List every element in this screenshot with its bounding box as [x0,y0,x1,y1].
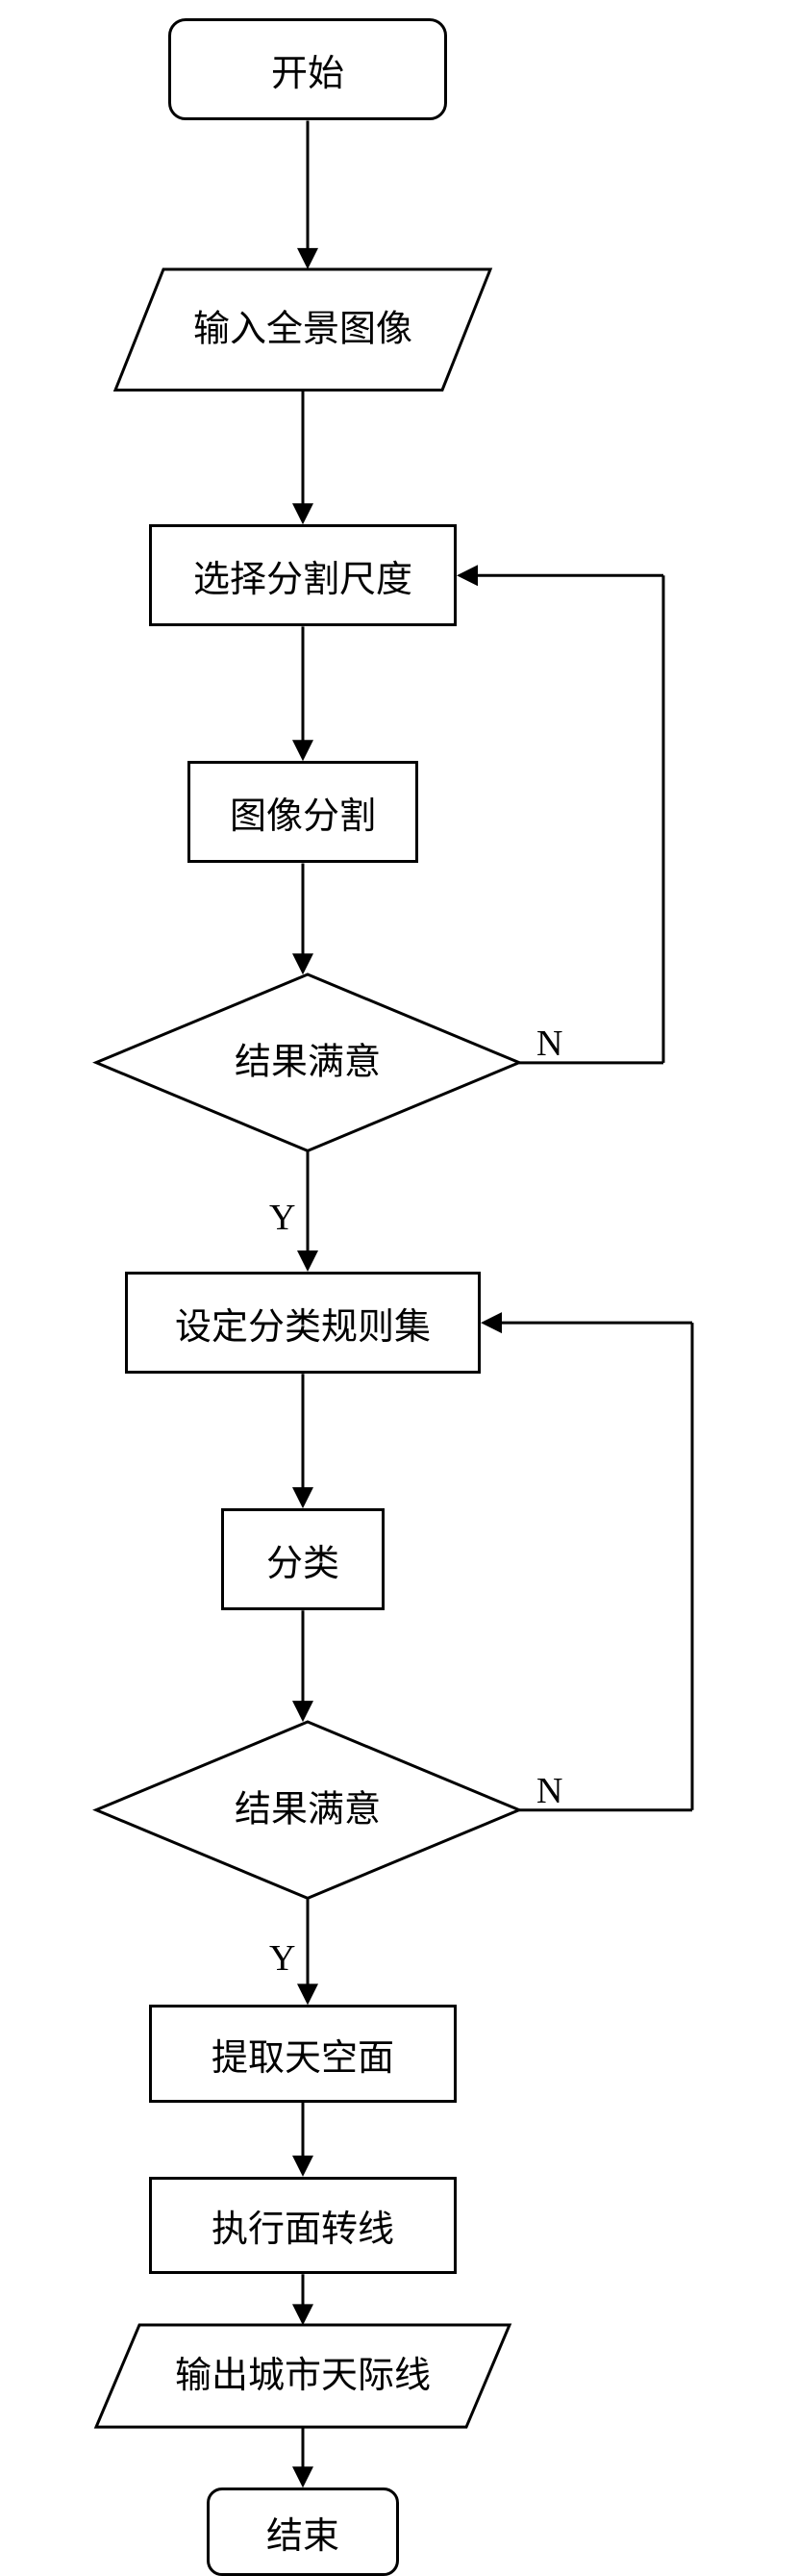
flowchart-canvas: 开始输入全景图像选择分割尺度图像分割结果满意设定分类规则集分类结果满意提取天空面… [0,0,797,2538]
node-extract-label: 提取天空面 [212,2028,394,2081]
node-dec1-label: 结果满意 [235,1043,381,1083]
node-output: 输出城市天际线 [96,2325,510,2427]
node-dec2-label: 结果满意 [235,1790,381,1831]
node-seg-label: 图像分割 [230,786,376,839]
node-rules-label: 设定分类规则集 [175,1297,431,1350]
node-input: 输入全景图像 [115,269,490,390]
node-start: 开始 [168,18,447,120]
node-rules: 设定分类规则集 [125,1272,481,1374]
node-dec2: 结果满意 [96,1722,519,1898]
edge-label: Y [269,1937,295,1980]
node-convert: 执行面转线 [149,2177,457,2274]
edge-label: N [536,1023,562,1065]
node-dec1: 结果满意 [96,974,519,1150]
node-start-label: 开始 [271,43,344,96]
node-seg_scale: 选择分割尺度 [149,524,457,626]
node-seg: 图像分割 [187,761,418,863]
edge-label: N [536,1770,562,1812]
node-output-label: 输出城市天际线 [175,2356,431,2396]
node-input-label: 输入全景图像 [193,310,412,350]
node-classify: 分类 [221,1508,385,1610]
node-end-label: 结束 [266,2506,339,2559]
node-classify-label: 分类 [266,1533,339,1586]
node-end: 结束 [207,2488,399,2576]
node-seg_scale-label: 选择分割尺度 [193,549,412,602]
node-extract: 提取天空面 [149,2005,457,2102]
node-convert-label: 执行面转线 [212,2199,394,2252]
edge-label: Y [269,1197,295,1239]
